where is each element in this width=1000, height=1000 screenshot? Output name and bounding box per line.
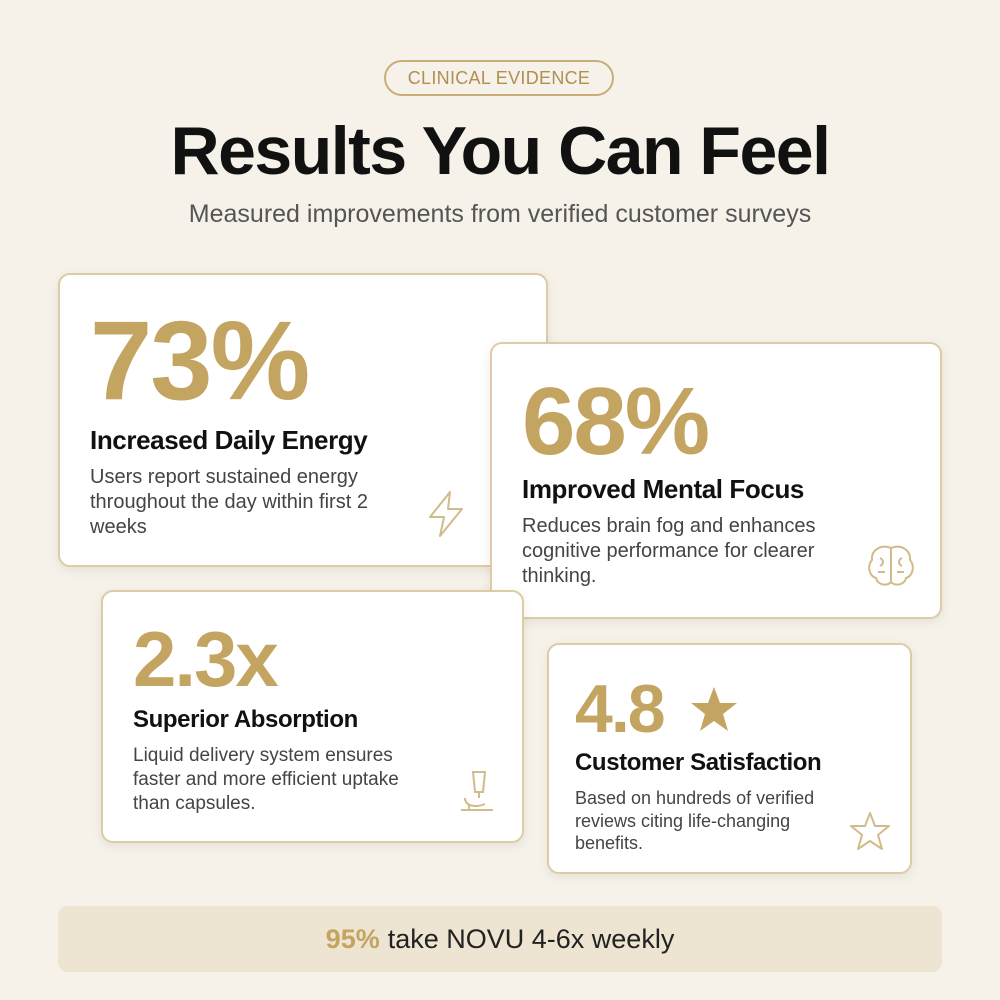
stat-value: 68% — [522, 368, 710, 475]
stat-value: 73% — [90, 298, 310, 423]
brain-icon — [868, 545, 914, 586]
footer-text: take NOVU 4-6x weekly — [387, 923, 675, 954]
card-description: Based on hundreds of verified reviews ci… — [575, 788, 815, 853]
stat-card: 73% Increased Daily Energy Users report … — [58, 273, 548, 567]
card-description: Reduces brain fog and enhances cognitive… — [522, 515, 816, 587]
card-title: Improved Mental Focus — [522, 474, 804, 504]
card-title: Customer Satisfaction — [575, 749, 822, 776]
footer-bar: 95% take NOVU 4-6x weekly — [58, 906, 942, 972]
stat-card: 4.8 Customer Satisfaction Based on hundr… — [547, 643, 912, 874]
rating-star — [691, 687, 737, 731]
energy-icon — [429, 491, 463, 537]
page-title: Results You Can Feel — [170, 113, 832, 189]
stat-value: 4.8 — [575, 671, 666, 747]
stat-card: 68% Improved Mental Focus Reduces brain … — [490, 342, 942, 619]
subtitle: Measured improvements from verified cust… — [188, 200, 812, 228]
star-icon — [850, 812, 890, 850]
card-description: Liquid delivery system ensures faster an… — [133, 745, 399, 814]
stat-value: 2.3x — [133, 615, 279, 703]
card-title: Increased Daily Energy — [90, 425, 368, 455]
stat-card: 2.3x Superior Absorption Liquid delivery… — [101, 590, 524, 843]
footer-highlight: 95% — [325, 923, 380, 954]
card-description: Users report sustained energy throughout… — [90, 466, 368, 538]
card-title: Superior Absorption — [133, 706, 358, 733]
microscope-icon — [461, 771, 493, 811]
badge: CLINICAL EVIDENCE — [384, 60, 614, 96]
